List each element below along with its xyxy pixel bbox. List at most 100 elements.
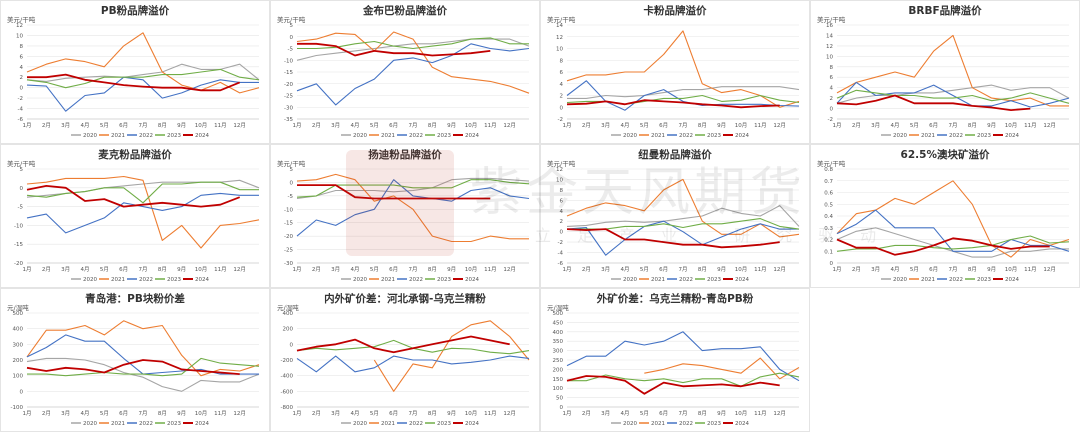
legend-label: 2021 [921, 133, 935, 139]
y-tick-label: -20 [14, 261, 23, 267]
y-axis-unit: 美元/干吨 [547, 160, 576, 168]
x-tick-label: 7月 [409, 122, 418, 129]
y-tick-label: 0 [560, 405, 564, 411]
series-line-2024 [26, 359, 240, 375]
y-tick-label: -4 [18, 107, 24, 113]
x-tick-label: 8月 [698, 410, 707, 417]
x-tick-label: 9月 [447, 410, 456, 417]
y-tick-label: 14 [556, 23, 563, 29]
legend-label: 2021 [111, 133, 125, 139]
x-tick-label: 5月 [370, 410, 379, 417]
y-tick-label: 400 [283, 311, 294, 317]
x-tick-label: 5月 [640, 122, 649, 129]
legend-label: 2023 [167, 421, 181, 427]
x-tick-label: 1月 [293, 266, 302, 273]
x-tick-label: 11月 [754, 410, 767, 417]
chart-title: 扬迪粉品牌溢价 [368, 149, 442, 161]
y-tick-label: 0.2 [824, 238, 833, 244]
x-tick-label: 1月 [23, 122, 32, 129]
legend-label: 2020 [353, 277, 367, 283]
y-tick-label: 8 [830, 65, 834, 71]
x-tick-label: 8月 [698, 266, 707, 273]
y-tick-label: 0 [20, 186, 24, 192]
legend-label: 2022 [949, 277, 963, 283]
y-tick-label: 10 [826, 54, 833, 60]
x-tick-label: 3月 [871, 122, 880, 129]
series-line-2022 [296, 179, 530, 237]
y-tick-label: -2 [558, 117, 563, 123]
x-tick-label: 2月 [582, 410, 591, 417]
x-tick-label: 8月 [158, 266, 167, 273]
x-tick-label: 1月 [23, 410, 32, 417]
legend-label: 2022 [139, 133, 153, 139]
y-tick-label: 200 [553, 367, 564, 373]
y-axis-unit: 元/湿吨 [277, 304, 299, 312]
x-tick-label: 5月 [910, 266, 919, 273]
series-line-2021 [296, 173, 529, 243]
legend-label: 2020 [83, 277, 97, 283]
legend-label: 2020 [623, 421, 637, 427]
line-chart: -100 0 100 200 300 400 500 1月 2月 3月 4月 5月 6月 7月 8月 9月 10… [11, 311, 260, 427]
legend-label: 2021 [651, 421, 665, 427]
x-tick-label: 11月 [214, 266, 227, 273]
x-tick-label: 5月 [370, 266, 379, 273]
x-tick-label: 2月 [312, 410, 321, 417]
y-tick-label: 0.8 [824, 167, 833, 173]
x-tick-label: 4月 [351, 122, 360, 129]
x-tick-label: 9月 [177, 122, 186, 129]
x-tick-label: 4月 [621, 122, 630, 129]
x-tick-label: 10月 [465, 410, 478, 417]
x-tick-label: 6月 [659, 122, 668, 129]
chart-title: PB粉品牌溢价 [100, 5, 170, 17]
y-axis-unit: 美元/干吨 [277, 16, 306, 24]
chart-panel: 62.5%澳块矿溢价 美元/干吨 0 0.1 0.2 0.3 0.4 0.5 0.6 0.7 0.8… [810, 144, 1080, 288]
x-tick-label: 3月 [61, 410, 70, 417]
y-tick-label: 12 [16, 23, 23, 29]
y-tick-label: 0 [290, 342, 294, 348]
legend-label: 2021 [921, 277, 935, 283]
series-line-2022 [836, 81, 1070, 108]
y-tick-label: 200 [13, 358, 24, 364]
x-tick-label: 8月 [968, 266, 977, 273]
legend-label: 2024 [1005, 277, 1019, 283]
y-tick-label: 16 [826, 23, 833, 29]
y-tick-label: 2 [20, 75, 24, 81]
y-tick-label: 0 [560, 105, 564, 111]
x-tick-label: 4月 [81, 266, 90, 273]
legend-label: 2023 [977, 277, 991, 283]
legend-label: 2023 [437, 277, 451, 283]
x-tick-label: 10月 [735, 410, 748, 417]
x-tick-label: 11月 [1024, 122, 1037, 129]
y-tick-label: 0 [830, 107, 834, 113]
x-tick-label: 7月 [949, 266, 958, 273]
line-chart: -6 -4 -2 0 2 4 6 8 10 12 1月 2月 3月 4月 5月 6月 7月 8月 9月 10月 11月 1… [556, 167, 800, 283]
x-tick-label: 7月 [139, 122, 148, 129]
x-tick-label: 6月 [119, 122, 128, 129]
y-tick-label: 2 [560, 219, 564, 225]
x-tick-label: 6月 [389, 266, 398, 273]
legend-label: 2021 [381, 133, 395, 139]
y-tick-label: -400 [281, 374, 294, 380]
x-tick-label: 12月 [503, 122, 516, 129]
legend-label: 2022 [679, 421, 693, 427]
series-line-2023 [567, 372, 800, 387]
x-tick-label: 12月 [773, 410, 786, 417]
series-line-2020 [296, 38, 530, 61]
legend-label: 2024 [465, 277, 479, 283]
y-tick-label: -15 [14, 242, 23, 248]
y-tick-label: 300 [13, 342, 24, 348]
legend-label: 2020 [623, 277, 637, 283]
series-line-2021 [373, 320, 530, 392]
chart-panel: 外矿价差：乌克兰精粉-青岛PB粉 元/湿吨 0 50 100 150 200 250 300 35… [540, 288, 810, 432]
y-tick-label: 10 [556, 47, 563, 53]
x-tick-label: 1月 [833, 266, 842, 273]
y-tick-label: 5 [20, 167, 24, 173]
x-tick-label: 9月 [177, 266, 186, 273]
legend-label: 2021 [381, 277, 395, 283]
x-tick-label: 6月 [389, 410, 398, 417]
y-tick-label: 4 [20, 65, 24, 71]
y-tick-label: 500 [13, 311, 24, 317]
chart-title: 卡粉品牌溢价 [643, 5, 707, 17]
y-tick-label: -25 [284, 94, 293, 100]
x-tick-label: 2月 [42, 122, 51, 129]
